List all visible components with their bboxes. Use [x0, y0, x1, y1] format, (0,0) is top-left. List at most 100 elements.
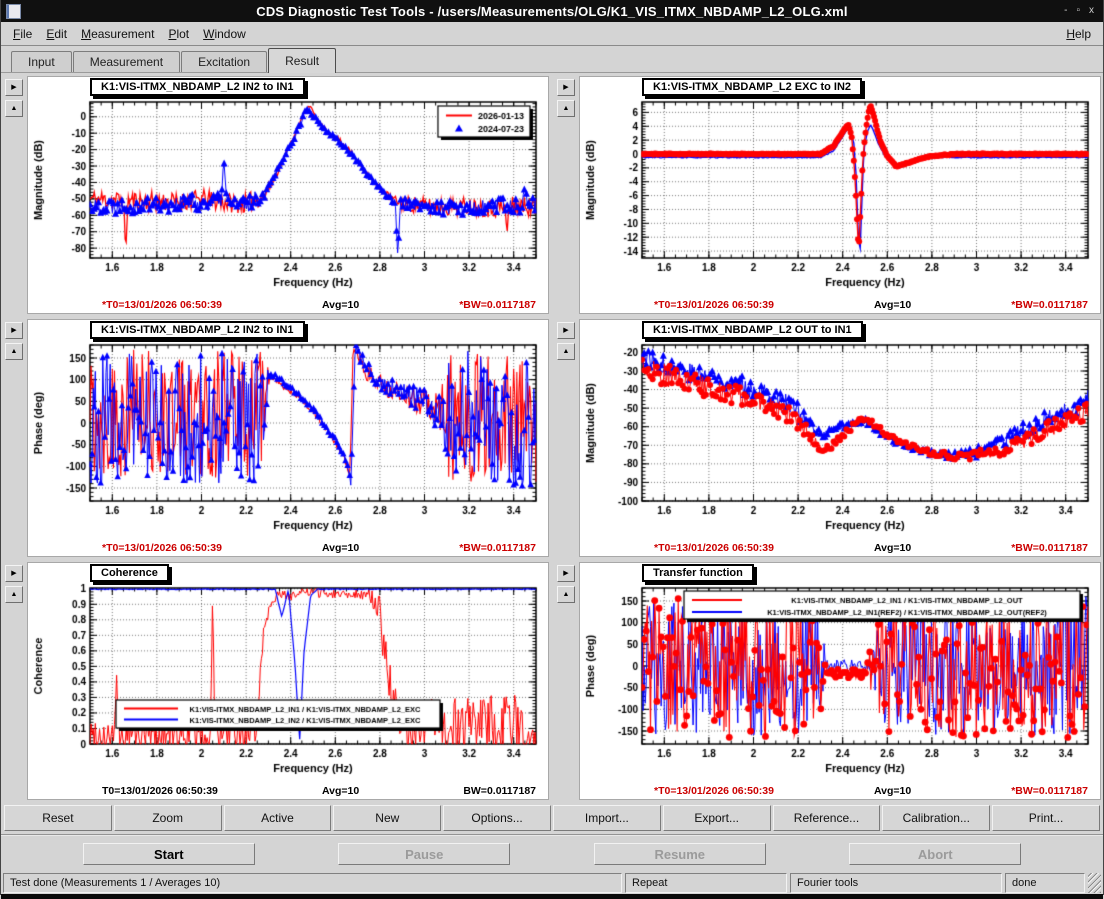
pane-next-button[interactable]: ▶ [557, 79, 575, 96]
print-button[interactable]: Print... [992, 805, 1100, 831]
plot-footer: *T0=13/01/2026 06:50:39 Avg=10 *BW=0.011… [580, 542, 1100, 555]
new-button[interactable]: New [333, 805, 442, 831]
menu-window[interactable]: Window [203, 26, 246, 41]
plot-canvas[interactable] [582, 94, 1098, 294]
plot-t0: *T0=13/01/2026 06:50:39 [102, 299, 222, 311]
start-button[interactable]: Start [82, 843, 255, 865]
plot-title: K1:VIS-ITMX_NBDAMP_L2 IN2 to IN1 [90, 321, 305, 339]
plot-title: Coherence [90, 564, 169, 582]
pane-up-button[interactable]: ▲ [5, 100, 23, 117]
up-arrow-icon: ▲ [562, 591, 570, 598]
close-button[interactable]: x [1089, 5, 1094, 16]
plot-title: K1:VIS-ITMX_NBDAMP_L2 EXC to IN2 [642, 78, 863, 96]
menu-measurement[interactable]: Measurement [81, 26, 155, 41]
plot-footer: T0=13/01/2026 06:50:39 Avg=10 BW=0.01171… [28, 785, 548, 798]
plot-avg: Avg=10 [873, 785, 912, 797]
plot-footer: *T0=13/01/2026 06:50:39 Avg=10 *BW=0.011… [580, 299, 1100, 312]
plot-bw: *BW=0.0117187 [459, 299, 536, 311]
right-arrow-icon: ▶ [11, 570, 17, 577]
up-arrow-icon: ▲ [10, 591, 18, 598]
plot-pane-6: ▶ ▲ Transfer function *T0=13/01/2026 06:… [557, 562, 1101, 800]
titlebar: CDS Diagnostic Test Tools - /users/Measu… [1, 0, 1103, 22]
menu-help[interactable]: Help [1066, 26, 1091, 41]
menu-edit[interactable]: Edit [46, 26, 68, 41]
plot-title: K1:VIS-ITMX_NBDAMP_L2 OUT to IN1 [642, 321, 863, 339]
active-button[interactable]: Active [223, 805, 332, 831]
plot-avg: Avg=10 [321, 299, 360, 311]
plot-grid: ▶ ▲ K1:VIS-ITMX_NBDAMP_L2 IN2 to IN1 *T0… [1, 73, 1103, 802]
reset-button[interactable]: Reset [4, 805, 112, 831]
status-tools: Fourier tools [790, 873, 1002, 893]
plot-pane-3: ▶ ▲ K1:VIS-ITMX_NBDAMP_L2 IN2 to IN1 *T0… [5, 319, 549, 557]
plot-t0: *T0=13/01/2026 06:50:39 [654, 299, 774, 311]
minimize-button[interactable]: - [1064, 5, 1068, 16]
reference-button[interactable]: Reference... [772, 805, 881, 831]
plot-pane-4: ▶ ▲ K1:VIS-ITMX_NBDAMP_L2 OUT to IN1 *T0… [557, 319, 1101, 557]
tab-result[interactable]: Result [268, 48, 337, 73]
app-icon [6, 3, 21, 19]
plot-avg: Avg=10 [873, 299, 912, 311]
plot-canvas[interactable] [30, 580, 546, 780]
plot-title: K1:VIS-ITMX_NBDAMP_L2 IN2 to IN1 [90, 78, 305, 96]
plot-bw: *BW=0.0117187 [1011, 785, 1088, 797]
plot-footer: *T0=13/01/2026 06:50:39 Avg=10 *BW=0.011… [580, 785, 1100, 798]
control-row: Start Pause Resume Abort [1, 834, 1103, 872]
export-button[interactable]: Export... [662, 805, 771, 831]
up-arrow-icon: ▲ [562, 105, 570, 112]
tabbar: Input Measurement Excitation Result [1, 46, 1103, 73]
pane-next-button[interactable]: ▶ [5, 565, 23, 582]
tab-input[interactable]: Input [11, 51, 72, 72]
pane-up-button[interactable]: ▲ [5, 586, 23, 603]
plot-bw: *BW=0.0117187 [459, 542, 536, 554]
menu-file[interactable]: File [13, 26, 33, 41]
plot-title: Transfer function [642, 564, 754, 582]
maximize-button[interactable]: ▫ [1076, 5, 1080, 16]
right-arrow-icon: ▶ [11, 327, 17, 334]
plot-avg: Avg=10 [873, 542, 912, 554]
pane-next-button[interactable]: ▶ [5, 322, 23, 339]
right-arrow-icon: ▶ [11, 84, 17, 91]
plot-avg: Avg=10 [321, 542, 360, 554]
import-button[interactable]: Import... [552, 805, 661, 831]
pane-up-button[interactable]: ▲ [557, 586, 575, 603]
plot-canvas[interactable] [30, 94, 546, 294]
calibration-button[interactable]: Calibration... [882, 805, 991, 831]
plot-pane-5: ▶ ▲ Coherence T0=13/01/2026 06:50:39 Avg… [5, 562, 549, 800]
pane-up-button[interactable]: ▲ [557, 100, 575, 117]
menubar: File Edit Measurement Plot Window Help [1, 22, 1103, 46]
up-arrow-icon: ▲ [10, 348, 18, 355]
tab-measurement[interactable]: Measurement [72, 51, 181, 72]
pane-up-button[interactable]: ▲ [557, 343, 575, 360]
menu-plot[interactable]: Plot [168, 26, 190, 41]
plot-footer: *T0=13/01/2026 06:50:39 Avg=10 *BW=0.011… [28, 542, 548, 555]
plot-bw: *BW=0.0117187 [1011, 542, 1088, 554]
toolbar: Reset Zoom Active New Options... Import.… [1, 802, 1103, 834]
tab-excitation[interactable]: Excitation [181, 51, 268, 72]
right-arrow-icon: ▶ [563, 570, 569, 577]
pause-button: Pause [338, 843, 511, 865]
plot-canvas[interactable] [30, 337, 546, 537]
right-arrow-icon: ▶ [563, 327, 569, 334]
abort-button: Abort [849, 843, 1022, 865]
status-repeat: Repeat [625, 873, 787, 893]
plot-t0: T0=13/01/2026 06:50:39 [102, 785, 218, 797]
statusbar: Test done (Measurements 1 / Averages 10)… [1, 872, 1103, 894]
pane-up-button[interactable]: ▲ [5, 343, 23, 360]
up-arrow-icon: ▲ [10, 105, 18, 112]
status-state: done [1005, 873, 1085, 893]
plot-t0: *T0=13/01/2026 06:50:39 [654, 785, 774, 797]
pane-next-button[interactable]: ▶ [5, 79, 23, 96]
plot-bw: *BW=0.0117187 [1011, 299, 1088, 311]
status-message: Test done (Measurements 1 / Averages 10) [3, 873, 622, 893]
options-button[interactable]: Options... [443, 805, 551, 831]
zoom-button[interactable]: Zoom [113, 805, 222, 831]
plot-avg: Avg=10 [321, 785, 360, 797]
resume-button: Resume [593, 843, 766, 865]
plot-canvas[interactable] [582, 337, 1098, 537]
right-arrow-icon: ▶ [563, 84, 569, 91]
plot-canvas[interactable] [582, 580, 1098, 780]
up-arrow-icon: ▲ [562, 348, 570, 355]
resize-grip[interactable] [1088, 873, 1101, 893]
pane-next-button[interactable]: ▶ [557, 322, 575, 339]
pane-next-button[interactable]: ▶ [557, 565, 575, 582]
